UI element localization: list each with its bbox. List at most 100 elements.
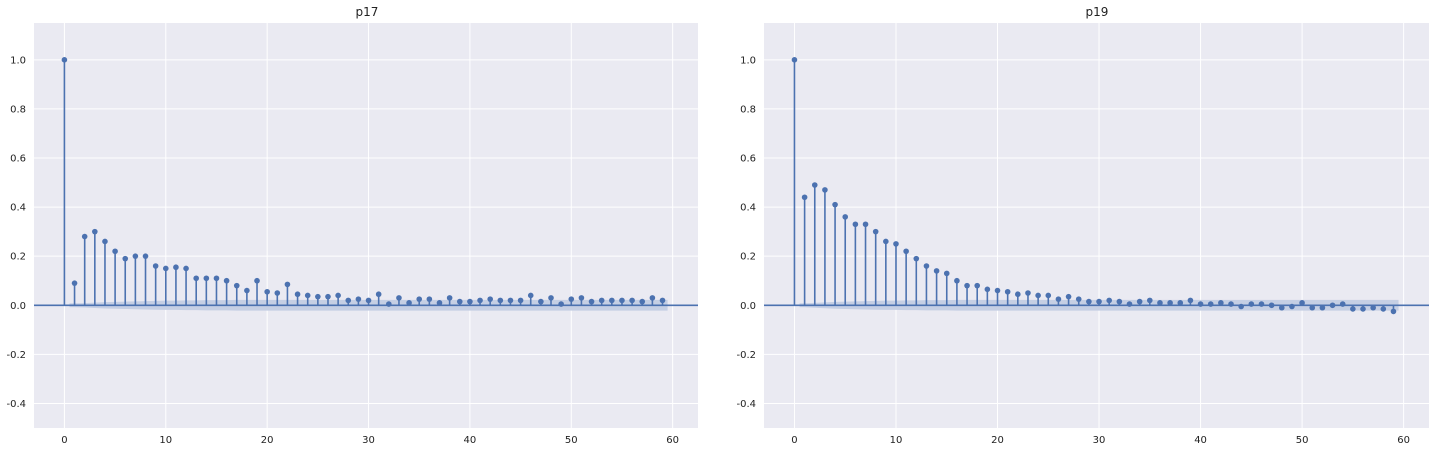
- acf-marker: [588, 298, 595, 305]
- acf-marker: [1228, 301, 1234, 307]
- acf-marker: [629, 297, 635, 304]
- acf-marker: [1319, 304, 1326, 311]
- acf-marker: [527, 292, 534, 299]
- acf-marker: [954, 277, 960, 284]
- acf-marker: [598, 297, 605, 304]
- acf-marker: [933, 268, 940, 274]
- acf-marker: [173, 264, 179, 271]
- x-tick-label: 20: [261, 435, 274, 446]
- y-tick-label: 0.0: [10, 301, 26, 312]
- acf-marker: [517, 297, 524, 304]
- acf-marker: [822, 187, 828, 193]
- acf-marker: [213, 275, 220, 282]
- acf-marker: [862, 221, 869, 228]
- acf-marker: [548, 295, 554, 301]
- acf-marker: [345, 297, 352, 304]
- y-tick-label: 0.4: [740, 203, 756, 214]
- acf-marker: [81, 233, 88, 240]
- acf-marker: [61, 57, 68, 63]
- acf-marker: [284, 281, 291, 288]
- acf-marker: [244, 287, 250, 294]
- acf-marker: [1309, 304, 1316, 311]
- y-tick-label: 0.6: [10, 154, 26, 165]
- y-tick-label: -0.4: [736, 399, 756, 410]
- acf-marker: [1096, 298, 1102, 305]
- acf-marker: [852, 221, 859, 228]
- y-tick-label: 0.4: [10, 203, 26, 214]
- acf-marker: [883, 238, 889, 245]
- acf-marker: [1268, 302, 1275, 309]
- x-tick-label: 60: [1397, 435, 1410, 446]
- acf-marker: [102, 238, 108, 245]
- acf-marker: [132, 253, 139, 259]
- y-tick-label: -0.2: [736, 350, 756, 361]
- acf-marker: [1075, 296, 1082, 302]
- acf-marker: [1177, 300, 1184, 306]
- y-tick-label: 0.2: [10, 252, 26, 263]
- acf-marker: [1004, 288, 1011, 295]
- x-tick-label: 60: [666, 435, 679, 446]
- x-tick-label: 10: [890, 435, 903, 446]
- acf-marker: [274, 290, 281, 296]
- acf-marker: [1106, 297, 1112, 304]
- acf-marker: [1045, 292, 1052, 299]
- acf-marker: [639, 298, 646, 305]
- x-tick-label: 40: [1194, 435, 1207, 446]
- acf-marker: [538, 298, 544, 305]
- x-tick-label: 30: [1093, 435, 1106, 446]
- acf-marker: [903, 248, 909, 255]
- acf-marker: [456, 298, 463, 305]
- acf-marker: [1289, 303, 1295, 310]
- acf-marker: [335, 292, 341, 299]
- acf-marker: [122, 255, 129, 262]
- acf-marker: [1035, 292, 1041, 299]
- acf-marker: [649, 295, 656, 301]
- acf-marker: [71, 280, 78, 286]
- acf-marker: [375, 291, 382, 298]
- acf-marker: [568, 296, 575, 302]
- acf-marker: [974, 282, 981, 289]
- chart-title: p19: [1086, 5, 1109, 19]
- acf-marker: [1055, 296, 1062, 302]
- acf-marker: [1025, 290, 1031, 296]
- acf-marker: [223, 277, 230, 284]
- acf-marker: [558, 301, 564, 307]
- acf-marker: [1390, 308, 1397, 315]
- acf-marker: [294, 291, 301, 298]
- acf-marker: [994, 287, 1001, 294]
- acf-marker: [1147, 297, 1153, 304]
- acf-marker: [396, 295, 402, 301]
- acf-marker: [893, 241, 899, 247]
- x-tick-label: 50: [565, 435, 578, 446]
- acf-marker: [791, 57, 798, 63]
- acf-marker: [832, 201, 838, 208]
- acf-marker: [254, 277, 260, 284]
- y-tick-label: 0.0: [740, 301, 756, 312]
- acf-marker: [325, 293, 331, 300]
- acf-marker: [913, 255, 920, 262]
- acf-marker: [1370, 304, 1376, 311]
- acf-marker: [426, 296, 433, 302]
- acf-marker: [1329, 302, 1336, 309]
- acf-marker: [142, 253, 149, 259]
- acf-marker: [1197, 301, 1204, 307]
- acf-marker: [406, 300, 412, 306]
- acf-marker: [162, 265, 169, 272]
- acf-marker: [355, 296, 362, 302]
- acf-marker: [193, 275, 199, 282]
- acf-marker: [365, 297, 372, 304]
- x-tick-label: 50: [1296, 435, 1309, 446]
- chart-title: p17: [356, 5, 379, 19]
- acf-marker: [619, 297, 625, 304]
- x-tick-label: 0: [791, 435, 797, 446]
- acf-marker: [1116, 298, 1123, 305]
- acf-marker: [264, 288, 270, 295]
- acf-marker: [1258, 301, 1265, 307]
- x-tick-label: 0: [61, 435, 67, 446]
- acf-marker: [477, 297, 483, 304]
- acf-marker: [152, 263, 159, 269]
- acf-marker: [984, 286, 991, 293]
- acf-marker: [183, 265, 189, 272]
- acf-marker: [1207, 301, 1214, 307]
- acf-marker: [1350, 306, 1356, 312]
